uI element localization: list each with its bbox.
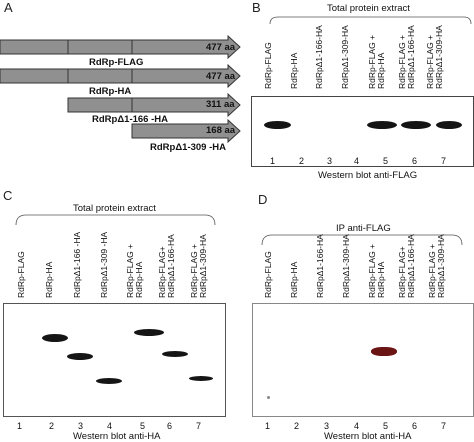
panel-b-caption: Western blot anti-FLAG [318,170,418,181]
panel-d-lane-number-3: 3 [324,421,330,431]
panel-c-lane-label-3: RdRpΔ1-166 -HA [72,231,82,298]
panel-c-header: Total protein extract [73,203,156,214]
band-c-lane-5 [134,329,164,336]
panel-d-caption: Western blot anti-HA [324,431,412,442]
panel-d-lane-number-4: 4 [354,421,360,431]
panel-d-blot [252,303,474,417]
construct-length-rdrp-flag: 477 aa [206,42,236,53]
panel-d-lane-label-5: RdRp-FLAG + RdRp-HA [367,243,386,298]
panel-a-letter: A [4,0,13,15]
bracket-c [15,214,216,226]
panel-b-letter: B [252,0,261,15]
band-b-lane-7 [436,121,462,129]
band-d-lane-5 [371,347,397,356]
band-b-lane-6 [401,121,431,129]
panel-b-lane-number-4: 4 [354,156,360,166]
panel-c-lane-label-4: RdRpΔ1-309 -HA [99,231,109,298]
panel-d-lane-number-1: 1 [265,421,271,431]
panel-c-lane-number-1: 1 [17,421,23,431]
panel-d-lane-number-5: 5 [383,421,389,431]
band-c-lane-7 [189,376,213,381]
panel-d-lane-label-2: RdRp-HA [289,261,299,298]
construct-label-rdrp-ha: RdRp-HA [89,86,132,97]
panel-c-lane-label-2: RdRp-HA [44,261,54,298]
panel-d-lane-number-6: 6 [412,421,418,431]
panel-b-lane-label-6: RdRp-FLAG + RdRpΔ1-166-HA [397,25,416,89]
band-b-lane-1 [264,121,291,129]
panel-d-lane-label-4: RdRpΔ1-309-HA [341,234,351,298]
panel-b-lane-number-1: 1 [270,156,276,166]
panel-b-lane-number-5: 5 [383,156,389,166]
panel-c-caption: Western blot anti-HA [73,431,161,442]
panel-b-lane-number-2: 2 [299,156,305,166]
construct-length-rdrp-d309: 168 aa [206,125,236,136]
panel-b-lane-label-7: RdRp-FLAG + RdRpΔ1-309-HA [425,25,444,89]
panel-b-lane-number-7: 7 [441,156,447,166]
panel-d-letter: D [258,192,268,207]
band-c-lane-6 [162,351,188,357]
bracket-d [261,234,463,246]
construct-arrow-rdrp-flag [0,34,241,60]
panel-b-lane-label-2: RdRp-HA [289,52,299,89]
panel-c-lane-number-4: 4 [107,421,113,431]
construct-arrow-rdrp-d166 [67,92,241,118]
band-c-lane-3 [67,353,93,360]
construct-label-rdrp-d309: RdRpΔ1-309 -HA [150,142,226,153]
panel-c-lane-number-6: 6 [167,421,173,431]
panel-d-lane-label-7: RdRp-FLAG + RdRpΔ1-309-HA [427,234,446,298]
panel-b-lane-number-6: 6 [412,156,418,166]
panel-c-lane-number-7: 7 [196,421,202,431]
panel-c-lane-label-1: RdRp-FLAG [16,251,26,298]
panel-d-header: IP anti-FLAG [336,223,391,234]
panel-d-lane-number-7: 7 [441,421,447,431]
panel-b-blot [251,96,474,167]
construct-label-rdrp-d166: RdRpΔ1-166 -HA [92,114,168,125]
panel-d-lane-number-2: 2 [294,421,300,431]
panel-d-lane-label-1: RdRp-FLAG [263,251,273,298]
panel-b-lane-number-3: 3 [327,156,333,166]
panel-c-lane-number-2: 2 [49,421,55,431]
panel-c-lane-number-5: 5 [140,421,146,431]
panel-c-lane-label-5: RdRp-FLAG + RdRp-HA [125,243,144,298]
panel-c-lane-label-6: RdRp-FLAG+ RdRpΔ1-166-HA [157,234,176,298]
panel-c-letter: C [3,188,13,203]
construct-length-rdrp-d166: 311 aa [206,99,235,110]
band-c-lane-2 [42,334,68,342]
panel-d-lane-label-6: RdRp-FLAG+ RdRpΔ1-166-HA [397,234,416,298]
panel-b-header: Total protein extract [327,3,410,14]
band-c-lane-4 [96,378,122,384]
construct-length-rdrp-ha: 477 aa [206,71,236,82]
panel-b-lane-label-5: RdRp-FLAG + RdRp-HA [367,34,386,89]
speck-d-lane-1 [267,396,270,399]
panel-c-lane-label-7: RdRp-FLAG + RdRpΔ1-309-HA [189,234,208,298]
panel-c-blot [3,303,226,417]
panel-b-lane-label-3: RdRpΔ1-166-HA [314,25,324,89]
construct-label-rdrp-flag: RdRp-FLAG [89,57,144,68]
panel-d-lane-label-3: RdRpΔ1-166-HA [315,234,325,298]
panel-b-lane-label-4: RdRpΔ1-309-HA [340,25,350,89]
panel-c-lane-number-3: 3 [78,421,84,431]
bracket-b [269,16,472,25]
band-b-lane-5 [367,121,397,129]
construct-arrow-rdrp-ha [0,63,241,89]
construct-arrow-rdrp-d309 [131,118,241,144]
panel-b-lane-label-1: RdRp-FLAG [263,42,273,89]
